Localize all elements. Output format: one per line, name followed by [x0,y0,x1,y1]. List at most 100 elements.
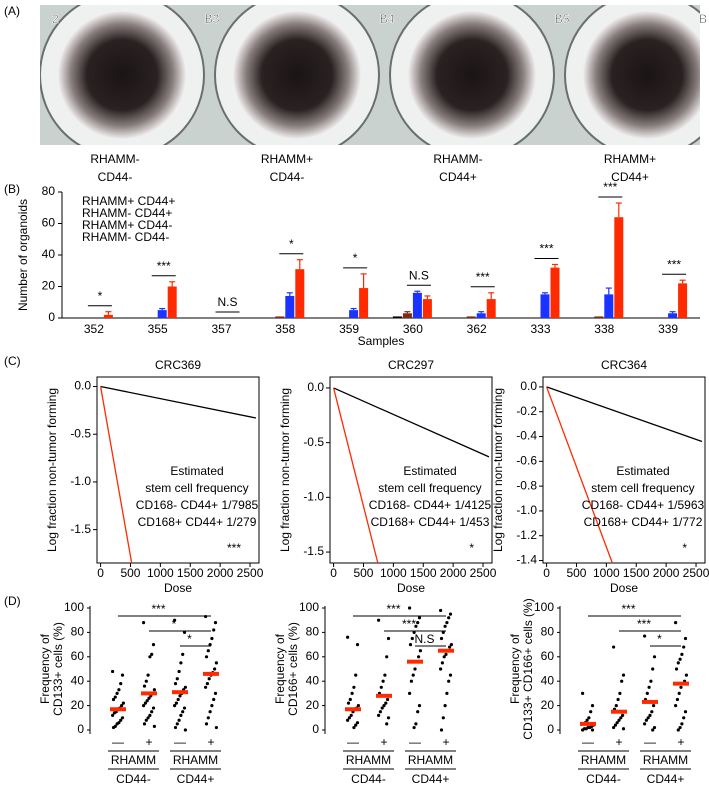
point [443,624,447,628]
median-bar [673,681,689,686]
estimate: CD168+ CD44+ 1/453 [371,515,490,529]
bar [466,316,476,318]
bar [285,295,295,318]
y-tick-label: -1.0 [303,490,324,504]
point [119,718,123,722]
point [652,725,657,730]
point [175,677,179,681]
outer-label: CD44+ [647,772,685,786]
point [651,667,655,671]
median-bar [376,693,392,698]
point [619,716,623,720]
point [151,706,156,710]
y-tick-label: 60 [71,649,85,663]
x-tick-label: 1000 [593,566,620,580]
point [417,704,422,708]
point [183,728,187,732]
point [651,728,655,732]
point [414,722,418,726]
point [440,661,444,665]
y-tick-label: -1.5 [70,522,91,536]
line [332,387,379,564]
y-axis-label: Frequency of [508,633,522,704]
point [152,688,156,692]
significance: * [682,541,687,555]
x-tick-label: 0 [543,566,550,580]
y-tick-label: -0.6 [516,453,537,467]
point [647,685,651,689]
chart-title: CRC364 [601,358,647,372]
x-tick-label: — [644,735,656,749]
point [448,645,452,649]
point [649,679,653,683]
legend-entry: RHAMM+ CD44- [82,218,172,232]
comparison: *** [637,617,651,631]
point [587,716,591,720]
point [174,701,178,705]
point [384,701,388,705]
y-tick-label: -0.8 [516,478,537,492]
point [386,697,390,702]
panel-label: (A) [4,4,20,18]
point [115,691,119,696]
comparison: * [187,632,192,646]
point [413,667,417,671]
bar [349,310,359,318]
bar [540,294,550,318]
comparison: N.S [414,632,434,646]
point [683,710,688,714]
comparison: *** [402,617,416,631]
point [652,704,656,708]
point [683,636,688,641]
bar [412,292,422,318]
photo-caption: CD44- [98,170,133,184]
significance: N.S [217,295,237,309]
point [412,725,416,730]
y-tick-label: 80 [306,625,320,639]
point [143,701,147,705]
well-label: B3 [205,12,220,26]
point [146,673,150,677]
point [204,722,209,726]
well-label: B5 [555,12,570,26]
point [615,721,619,725]
x-tick-label: — [174,735,186,749]
bar [359,288,369,318]
legend-entry: RHAMM+ CD44+ [82,194,175,208]
point [382,704,386,708]
point [120,673,125,677]
point [447,616,451,620]
x-tick-label: 2500 [237,566,264,580]
point [444,652,448,656]
point [352,685,356,689]
significance: N.S [409,268,429,282]
y-tick-label: 80 [71,625,85,639]
x-tick-label: 1500 [623,566,650,580]
point [214,725,218,730]
photo-caption: RHAMM- [90,152,139,166]
x-tick-label: 333 [530,322,550,336]
y-tick-label: 0 [547,722,554,736]
point [178,694,182,698]
y-tick-label: -1.0 [516,503,537,517]
point [644,718,649,722]
point [182,630,187,635]
x-tick-label: 338 [594,322,614,336]
point [179,661,183,665]
point [682,716,686,720]
point [142,684,147,688]
point [213,621,218,625]
y-tick-label: -0.5 [303,435,324,449]
y-tick-label: -1.0 [70,474,91,488]
significance: * [469,541,474,555]
y-tick-label: 0.0 [307,380,324,394]
point [183,685,187,689]
x-tick-label: 500 [120,566,140,580]
point [620,679,624,683]
x-tick-label: — [582,735,594,749]
y-axis-label: CD133+ CD166+ cells (%) [521,598,535,739]
x-tick-label: 362 [467,322,487,336]
x-tick-label: — [347,735,359,749]
point [385,655,389,659]
